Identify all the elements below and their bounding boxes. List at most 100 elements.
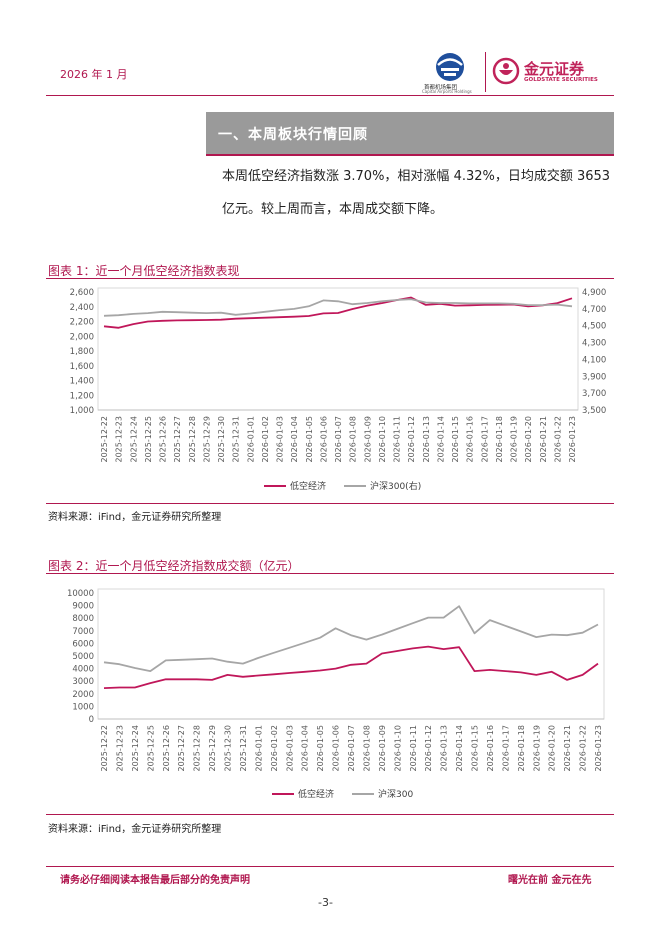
plot-frame xyxy=(97,287,579,411)
capital-airports-logo: 首都机场集团 Capital Airports Holdings xyxy=(422,50,480,94)
y-tick-label-right: 4,100 xyxy=(582,355,606,365)
section-title: 一、本周板块行情回顾 xyxy=(218,127,368,143)
x-tick-label: 2026-01-07 xyxy=(334,416,343,463)
x-tick-label: 2026-01-02 xyxy=(261,416,270,463)
x-tick-label: 2026-01-19 xyxy=(532,725,541,772)
x-tick-label: 2026-01-16 xyxy=(466,416,475,463)
plot-frame xyxy=(97,588,605,720)
figure-2-source: 资料来源：iFind，金元证券研究所整理 xyxy=(48,824,222,835)
y-tick-label-left: 1,400 xyxy=(70,377,94,387)
x-tick-label: 2025-12-28 xyxy=(188,416,197,463)
x-tick-label: 2026-01-10 xyxy=(393,725,402,772)
y-tick-label-left: 7000 xyxy=(72,627,94,637)
section-rule xyxy=(206,154,614,156)
x-tick-label: 2026-01-23 xyxy=(568,416,577,463)
x-tick-label: 2026-01-08 xyxy=(349,416,358,463)
y-tick-label-left: 2000 xyxy=(72,690,94,700)
series-line xyxy=(103,645,599,689)
y-tick-label-left: 1,000 xyxy=(70,406,94,416)
figure-2-title-rule xyxy=(46,573,614,574)
y-tick-label-right: 4,500 xyxy=(582,322,606,332)
x-tick-label: 2026-01-22 xyxy=(579,725,588,772)
legend-label: 低空经济 xyxy=(290,480,326,492)
y-tick-label-left: 6000 xyxy=(72,639,94,649)
y-tick-label-right: 4,300 xyxy=(582,339,606,349)
x-tick-label: 2026-01-13 xyxy=(422,416,431,463)
x-tick-label: 2026-01-17 xyxy=(501,725,510,772)
x-tick-label: 2025-12-22 xyxy=(100,416,109,463)
figure-1-bottom-rule xyxy=(46,503,614,504)
x-tick-label: 2025-12-22 xyxy=(100,725,109,772)
section-paragraph: 本周低空经济指数涨 3.70%，相对涨幅 4.32%，日均成交额 3653 亿元… xyxy=(222,169,611,217)
goldstate-emblem-icon xyxy=(492,57,520,85)
y-tick-label-left: 1,600 xyxy=(70,362,94,372)
x-tick-label: 2026-01-20 xyxy=(548,725,557,772)
y-tick-label-left: 2,000 xyxy=(70,332,94,342)
x-tick-label: 2025-12-31 xyxy=(239,725,248,772)
x-tick-label: 2026-01-21 xyxy=(563,725,572,772)
goldstate-logo: 金元证券 GOLDSTATE SECURITIES xyxy=(492,56,612,92)
figure-2-bottom-rule xyxy=(46,814,614,815)
y-tick-label-left: 2,200 xyxy=(70,318,94,328)
goldstate-name-en: GOLDSTATE SECURITIES xyxy=(524,77,598,83)
x-tick-label: 2026-01-03 xyxy=(285,725,294,772)
x-tick-label: 2026-01-09 xyxy=(363,416,372,463)
x-tick-label: 2026-01-08 xyxy=(362,725,371,772)
x-tick-label: 2026-01-05 xyxy=(316,725,325,772)
x-tick-label: 2025-12-30 xyxy=(217,416,226,463)
series-line xyxy=(103,605,599,672)
x-tick-label: 2025-12-29 xyxy=(208,725,217,772)
y-tick-label-left: 1000 xyxy=(72,702,94,712)
y-tick-label-left: 2,600 xyxy=(70,288,94,298)
x-tick-label: 2025-12-27 xyxy=(177,725,186,772)
legend-label: 沪深300 xyxy=(378,788,413,800)
figure-2-title: 图表 2：近一个月低空经济指数成交额（亿元） xyxy=(48,559,300,573)
y-tick-label-right: 3,700 xyxy=(582,389,606,399)
legend-label: 低空经济 xyxy=(298,788,334,800)
disclaimer-link: 请务必仔细阅读本报告最后部分的免责声明 xyxy=(60,875,250,886)
capital-airports-caption: 首都机场集团 xyxy=(424,85,458,91)
y-tick-label-left: 9000 xyxy=(72,602,94,612)
x-tick-label: 2026-01-17 xyxy=(480,416,489,463)
capital-airports-caption-en: Capital Airports Holdings xyxy=(422,89,472,94)
x-tick-label: 2026-01-06 xyxy=(319,416,328,463)
x-tick-label: 2026-01-23 xyxy=(594,725,603,772)
page-number: -3- xyxy=(318,896,333,909)
logo-divider xyxy=(485,52,486,92)
figure-1-title: 图表 1：近一个月低空经济指数表现 xyxy=(48,264,240,278)
x-tick-label: 2025-12-25 xyxy=(144,416,153,463)
y-tick-label-left: 8000 xyxy=(72,614,94,624)
y-tick-label-right: 4,700 xyxy=(582,305,606,315)
x-tick-label: 2026-01-01 xyxy=(246,416,255,463)
x-tick-label: 2026-01-20 xyxy=(524,416,533,463)
series-line xyxy=(103,298,573,317)
y-tick-label-left: 4000 xyxy=(72,665,94,675)
x-tick-label: 2026-01-14 xyxy=(455,725,464,772)
x-tick-label: 2026-01-07 xyxy=(347,725,356,772)
series-line xyxy=(103,296,573,329)
x-tick-label: 2025-12-26 xyxy=(159,416,168,463)
goldstate-name: 金元证券 xyxy=(524,60,585,78)
y-tick-label-left: 10000 xyxy=(67,589,94,599)
x-tick-label: 2026-01-04 xyxy=(290,416,299,463)
x-tick-label: 2026-01-12 xyxy=(407,416,416,463)
x-tick-label: 2026-01-22 xyxy=(553,416,562,463)
x-tick-label: 2026-01-11 xyxy=(409,725,418,772)
x-tick-label: 2025-12-28 xyxy=(193,725,202,772)
x-tick-label: 2025-12-24 xyxy=(131,725,140,772)
y-tick-label-left: 0 xyxy=(89,715,94,725)
x-tick-label: 2026-01-21 xyxy=(539,416,548,463)
x-tick-label: 2026-01-11 xyxy=(393,416,402,463)
x-tick-label: 2026-01-14 xyxy=(436,416,445,463)
x-tick-label: 2025-12-25 xyxy=(146,725,155,772)
x-tick-label: 2025-12-29 xyxy=(202,416,211,463)
section-heading-bar: 一、本周板块行情回顾 xyxy=(206,112,614,154)
y-tick-label-left: 5000 xyxy=(72,652,94,662)
y-tick-label-left: 1,800 xyxy=(70,347,94,357)
chart-2-turnover: 0 1000 2000 3000 4000 5000 6000 7000 8000 9000 100… xyxy=(67,588,605,800)
y-tick-label-right: 3,900 xyxy=(582,372,606,382)
x-tick-label: 2026-01-10 xyxy=(378,416,387,463)
report-date: 2026 年 1 月 xyxy=(60,68,128,81)
y-tick-label-right: 3,500 xyxy=(582,406,606,416)
x-tick-label: 2026-01-03 xyxy=(276,416,285,463)
